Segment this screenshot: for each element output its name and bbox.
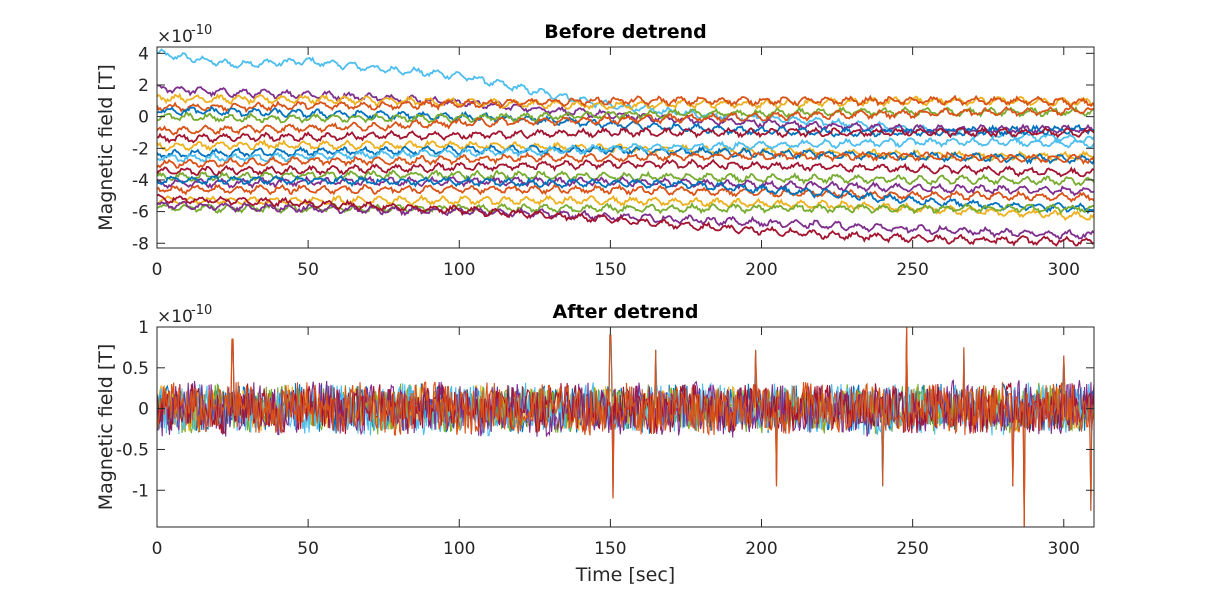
top-series-group bbox=[157, 48, 1094, 247]
top-y-exponent-base: ×10 bbox=[157, 27, 193, 47]
bottom-chart-title: After detrend bbox=[553, 301, 699, 323]
y-tick-label: -8 bbox=[132, 234, 149, 254]
x-tick-label: 300 bbox=[1048, 260, 1080, 280]
x-tick-label: 200 bbox=[745, 539, 777, 559]
x-tick-label: 300 bbox=[1048, 539, 1080, 559]
x-tick-label: 0 bbox=[152, 539, 163, 559]
y-tick-label: -4 bbox=[132, 171, 149, 191]
y-tick-label: 0 bbox=[138, 400, 149, 420]
y-tick-label: 2 bbox=[138, 76, 149, 96]
bottom-y-exponent-power: -10 bbox=[191, 303, 212, 318]
x-tick-label: 100 bbox=[443, 260, 475, 280]
bottom-y-exponent: ×10 -10 bbox=[157, 303, 212, 327]
top-series-line bbox=[157, 105, 1094, 136]
bottom-x-axis-label: Time [sec] bbox=[575, 564, 675, 586]
top-y-axis-label: Magnetic field [T] bbox=[95, 64, 117, 231]
bottom-y-exponent-base: ×10 bbox=[157, 307, 193, 327]
bottom-axes-box bbox=[156, 326, 1095, 528]
y-tick-label: 0 bbox=[138, 108, 149, 128]
top-series-line bbox=[157, 174, 1094, 215]
top-series-line bbox=[157, 200, 1094, 240]
bottom-ticks-group: 0 50 100 150 200 250 300 -1 -0.5 0 0.5 1 bbox=[116, 318, 1095, 559]
x-tick-label: 50 bbox=[297, 260, 319, 280]
axes-border bbox=[156, 326, 1095, 528]
y-tick-label: -6 bbox=[132, 203, 149, 223]
x-tick-label: 50 bbox=[297, 539, 319, 559]
x-tick-label: 100 bbox=[443, 539, 475, 559]
top-series-line bbox=[157, 150, 1094, 169]
x-tick-label: 200 bbox=[745, 260, 777, 280]
top-series-line bbox=[157, 169, 1094, 187]
y-tick-label: -2 bbox=[132, 139, 149, 159]
top-series-line bbox=[157, 158, 1094, 178]
top-series-line bbox=[157, 105, 1094, 138]
top-ticks-group: 0 50 100 150 200 250 300 -8 -6 -4 -2 0 2 4 bbox=[132, 44, 1095, 280]
x-tick-label: 250 bbox=[896, 260, 928, 280]
top-chart-title: Before detrend bbox=[544, 21, 707, 43]
top-y-exponent-power: -10 bbox=[191, 23, 212, 38]
top-series-line bbox=[157, 136, 1094, 163]
bottom-series-line bbox=[157, 327, 1094, 527]
x-tick-label: 0 bbox=[152, 260, 163, 280]
top-series-line bbox=[157, 94, 1094, 114]
bottom-y-axis-label: Magnetic field [T] bbox=[95, 344, 117, 511]
y-tick-label: -1 bbox=[132, 481, 149, 501]
bottom-series-group bbox=[157, 327, 1094, 527]
x-tick-label: 250 bbox=[896, 539, 928, 559]
y-tick-label: 4 bbox=[138, 44, 149, 64]
x-tick-label: 150 bbox=[594, 539, 626, 559]
y-tick-label: 1 bbox=[138, 318, 149, 338]
y-tick-label: -0.5 bbox=[116, 440, 149, 460]
x-tick-label: 150 bbox=[594, 260, 626, 280]
top-series-line bbox=[157, 193, 1094, 247]
axes-border bbox=[156, 46, 1095, 249]
top-axes: 0 50 100 150 200 250 300 -8 -6 -4 -2 0 2 4 Before det… bbox=[95, 21, 1095, 280]
bottom-axes: 0 50 100 150 200 250 300 -1 -0.5 0 0.5 1 After detr… bbox=[95, 301, 1095, 586]
top-series-line bbox=[157, 175, 1094, 197]
top-y-exponent: ×10 -10 bbox=[157, 23, 212, 47]
top-series-line bbox=[157, 183, 1094, 203]
y-tick-label: 0.5 bbox=[122, 359, 149, 379]
top-series-line bbox=[157, 139, 1094, 162]
top-series-line bbox=[157, 126, 1094, 144]
